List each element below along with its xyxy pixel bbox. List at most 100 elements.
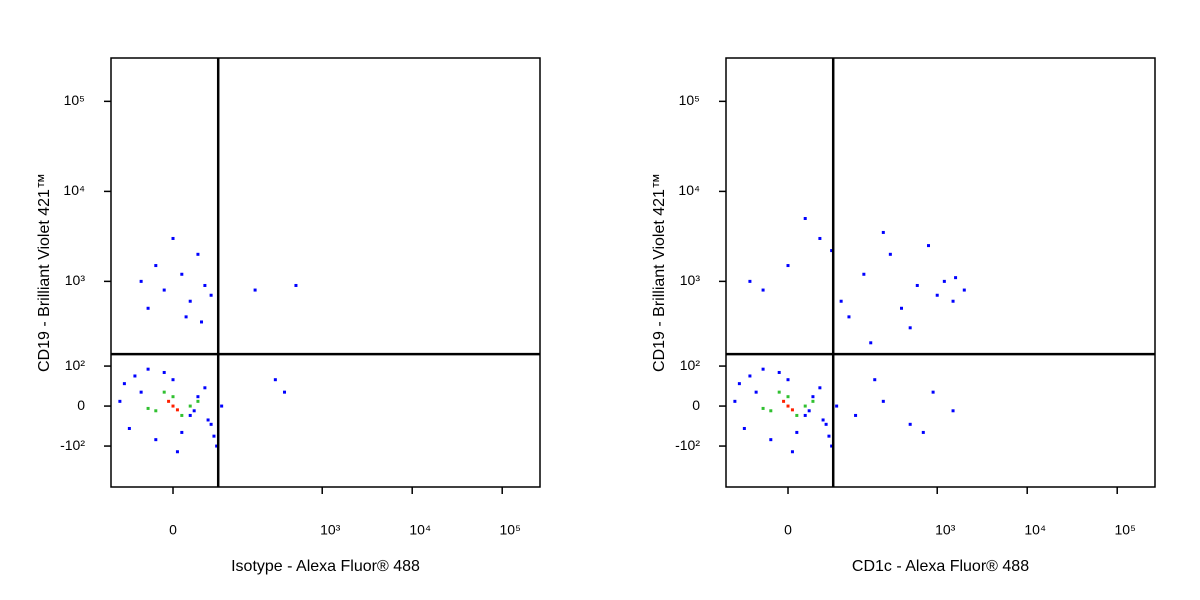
event-dot	[180, 430, 184, 434]
event-dot	[139, 390, 143, 394]
event-dot	[175, 408, 179, 412]
event-dot	[873, 378, 877, 382]
event-dot	[821, 418, 825, 422]
event-dot	[167, 399, 171, 403]
event-dot	[294, 283, 298, 287]
event-dot	[180, 272, 184, 276]
event-dot	[209, 422, 213, 426]
event-dot	[122, 382, 126, 386]
event-dot	[803, 404, 807, 408]
event-dot	[824, 422, 828, 426]
event-dot	[835, 404, 839, 408]
event-dot	[782, 399, 786, 403]
event-dot	[196, 395, 200, 399]
event-dot	[761, 288, 765, 292]
event-dot	[942, 279, 946, 283]
event-dot	[803, 216, 807, 220]
event-dot	[127, 426, 131, 430]
event-dot	[133, 374, 137, 378]
y-tick-label: 10⁴	[678, 182, 700, 198]
event-dot	[803, 413, 807, 417]
event-dot	[899, 306, 903, 310]
event-dot	[209, 293, 213, 297]
event-dot	[786, 404, 790, 408]
event-dot	[154, 409, 158, 413]
event-dot	[139, 279, 143, 283]
y-tick-label: 10²	[65, 357, 86, 373]
event-dot	[881, 230, 885, 234]
y-tick-label: 10⁴	[63, 182, 85, 198]
event-dot	[171, 236, 175, 240]
event-dot	[908, 422, 912, 426]
event-dot	[931, 390, 935, 394]
event-dot	[188, 413, 192, 417]
event-dot	[180, 413, 184, 417]
event-dot	[881, 399, 885, 403]
event-dot	[962, 288, 966, 292]
event-dot	[862, 272, 866, 276]
event-dot	[253, 288, 257, 292]
event-dot	[737, 382, 741, 386]
event-dot	[811, 399, 815, 403]
y-tick-label: 10⁵	[64, 92, 85, 108]
event-dot	[283, 390, 287, 394]
event-dot	[196, 252, 200, 256]
event-dot	[761, 406, 765, 410]
event-dot	[203, 283, 207, 287]
event-dot	[154, 264, 158, 268]
event-dot	[184, 315, 188, 319]
event-dot	[921, 430, 925, 434]
x-tick-label: 10⁴	[409, 522, 431, 538]
event-dot	[786, 378, 790, 382]
event-dot	[811, 395, 815, 399]
event-dot	[146, 367, 150, 371]
event-dot	[754, 390, 758, 394]
event-dot	[748, 279, 752, 283]
event-dot	[171, 404, 175, 408]
x-axis-title: CD1c - Alexa Fluor® 488	[852, 558, 1029, 575]
event-dot	[790, 450, 794, 454]
event-dot	[827, 434, 831, 438]
event-dot	[188, 404, 192, 408]
event-dot	[818, 236, 822, 240]
event-dot	[162, 288, 166, 292]
event-dot	[839, 299, 843, 303]
event-dot	[742, 426, 746, 430]
event-dot	[162, 390, 166, 394]
event-dot	[908, 326, 912, 330]
event-dot	[795, 413, 799, 417]
event-dot	[786, 264, 790, 268]
event-dot	[118, 399, 122, 403]
y-tick-label: -10²	[675, 437, 700, 453]
y-axis-title: CD19 - Brilliant Violet 421™	[36, 173, 53, 372]
event-dot	[748, 374, 752, 378]
event-dot	[769, 409, 773, 413]
event-dot	[162, 370, 166, 374]
event-dot	[915, 283, 919, 287]
event-dot	[807, 409, 811, 413]
x-axis-title: Isotype - Alexa Fluor® 488	[231, 558, 420, 575]
event-dot	[733, 399, 737, 403]
plot-frame	[725, 57, 1156, 488]
x-tick-label: 10⁵	[1115, 522, 1136, 538]
y-tick-label: -10²	[60, 437, 85, 453]
event-dot	[769, 438, 773, 442]
plot-frame	[110, 57, 541, 488]
event-dot	[830, 444, 834, 448]
event-dot	[154, 438, 158, 442]
y-tick-label: 10³	[65, 272, 86, 288]
event-dot	[175, 450, 179, 454]
event-dot	[192, 409, 196, 413]
y-tick-label: 0	[692, 397, 700, 413]
event-dot	[951, 299, 955, 303]
event-dot	[777, 370, 781, 374]
event-dot	[273, 378, 277, 382]
event-dot	[786, 395, 790, 399]
x-tick-label: 10³	[320, 522, 341, 538]
event-dot	[761, 367, 765, 371]
x-tick-label: 10³	[935, 522, 956, 538]
event-dot	[196, 399, 200, 403]
event-dot	[200, 320, 204, 324]
event-dot	[146, 406, 150, 410]
